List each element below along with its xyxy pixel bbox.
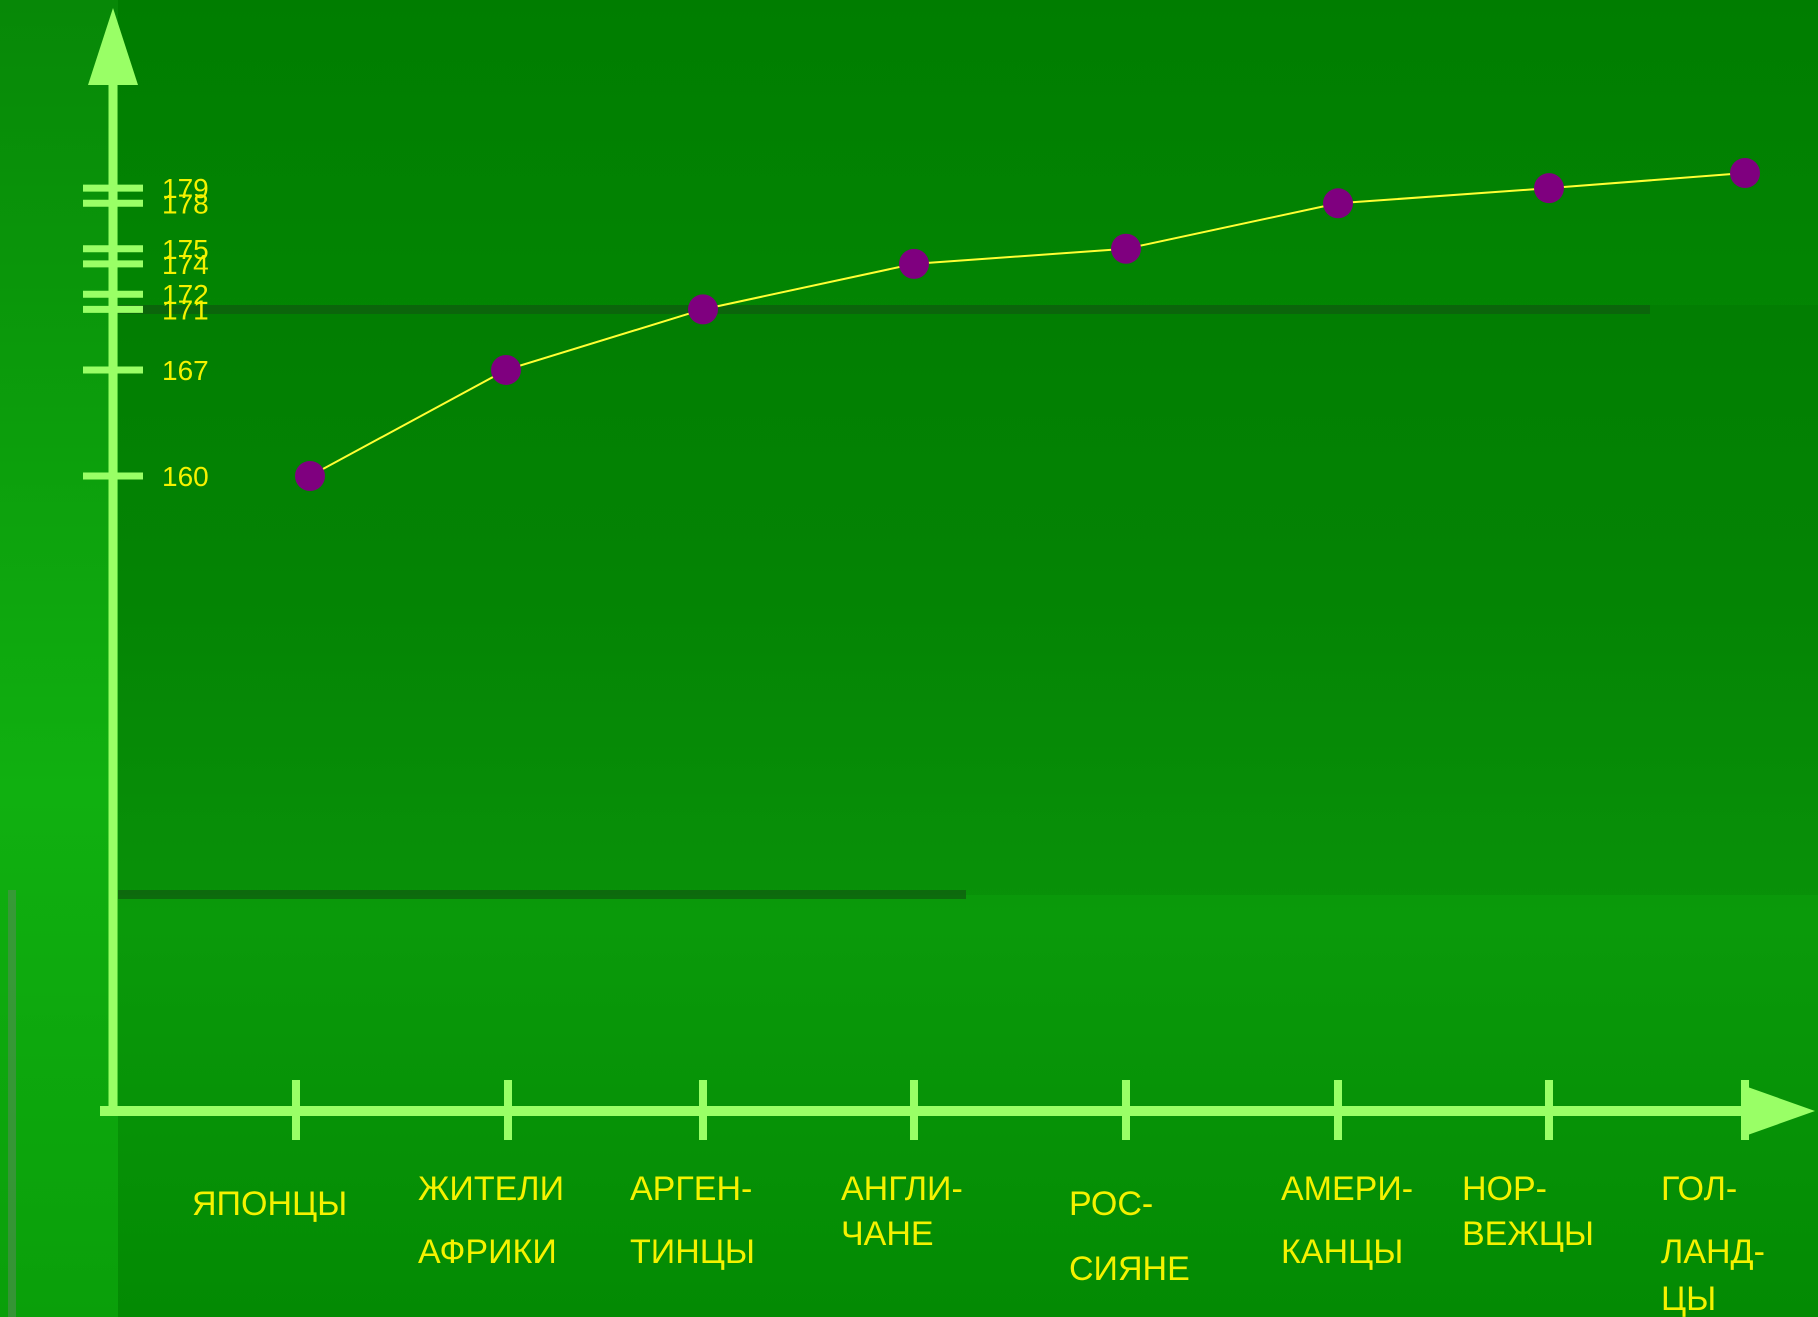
- shadow-line-left: [8, 890, 16, 1317]
- y-tick-label-179: 179: [162, 173, 209, 204]
- x-label-0-0: ЯПОНЦЫ: [192, 1185, 347, 1223]
- series-line: [309, 172, 1746, 477]
- data-point-4: [1111, 233, 1141, 264]
- x-label-5-0: АМЕРИ-: [1281, 1170, 1413, 1208]
- x-label-3-1: ЧАНЕ: [841, 1215, 934, 1253]
- background-band: [118, 305, 1818, 895]
- x-axis-arrow: [1742, 1085, 1815, 1137]
- data-point-0: [295, 461, 325, 491]
- y-axis-arrow: [88, 8, 138, 85]
- x-label-5-1: КАНЦЫ: [1281, 1233, 1403, 1271]
- x-label-4-0: РОС-: [1069, 1185, 1153, 1223]
- data-point-1: [491, 354, 521, 385]
- x-label-7-0: ГОЛ-: [1661, 1170, 1737, 1208]
- y-tick-label-175: 175: [162, 234, 209, 265]
- background-left-panel: [0, 0, 118, 1317]
- shadow-line-top: [118, 305, 1650, 314]
- x-label-6-0: НОР-: [1462, 1170, 1547, 1208]
- x-label-4-1: СИЯНЕ: [1069, 1250, 1190, 1288]
- data-point-7: [1730, 158, 1760, 188]
- data-point-2: [688, 294, 718, 325]
- y-tick-label-167: 167: [162, 355, 209, 386]
- x-label-2-1: ТИНЦЫ: [630, 1233, 755, 1271]
- y-tick-label-174: 174: [162, 249, 209, 280]
- x-axis-labels: ЯПОНЦЫ ЖИТЕЛИ АФРИКИ АРГЕН- ТИНЦЫ АНГЛИ- ЧАНЕ Р…: [192, 1170, 1765, 1317]
- x-label-2-0: АРГЕН-: [630, 1170, 752, 1208]
- data-point-3: [899, 248, 929, 279]
- x-label-3-0: АНГЛИ-: [841, 1170, 963, 1208]
- x-label-7-2: ЦЫ: [1661, 1280, 1716, 1317]
- y-tick-label-172: 172: [162, 279, 209, 310]
- x-label-1-1: АФРИКИ: [418, 1233, 557, 1271]
- x-label-6-1: ВЕЖЦЫ: [1462, 1215, 1594, 1253]
- y-tick-label-178: 178: [162, 188, 209, 219]
- series-polyline: [309, 172, 1746, 477]
- shadow-line-middle: [118, 890, 966, 899]
- data-point-5: [1323, 188, 1353, 219]
- axes: [88, 8, 1815, 1137]
- data-points: [295, 158, 1760, 491]
- x-label-7-1: ЛАНД-: [1661, 1233, 1765, 1271]
- y-tick-label-160: 160: [162, 461, 209, 492]
- y-tick-label-171: 171: [162, 294, 209, 325]
- x-label-1-0: ЖИТЕЛИ: [418, 1170, 564, 1208]
- x-axis-ticks: [292, 1080, 1749, 1140]
- data-point-6: [1534, 173, 1564, 204]
